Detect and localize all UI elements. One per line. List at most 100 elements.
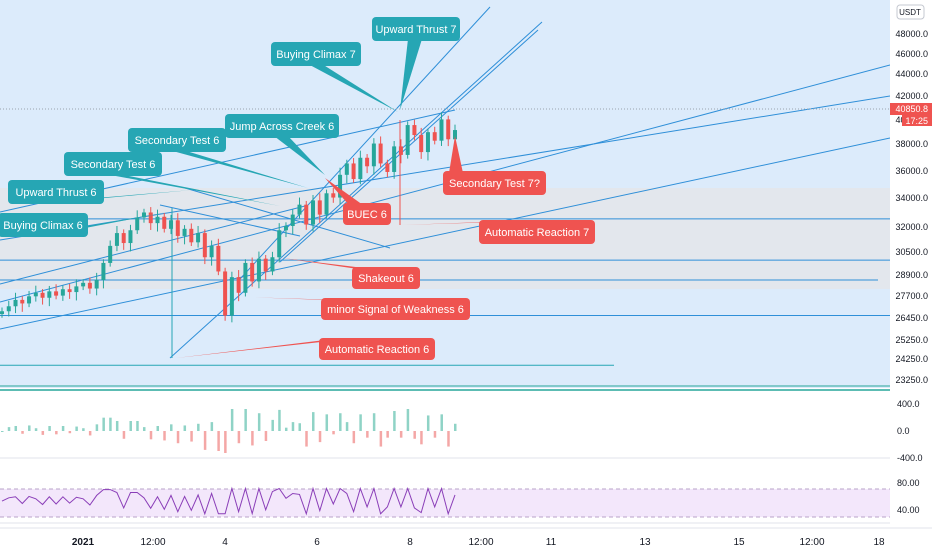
annotation-callout[interactable]: Buying Climax 7 — [271, 42, 398, 112]
callout-text: Secondary Test 6 — [135, 135, 220, 147]
annotation-callout[interactable]: Buying Climax 6 — [0, 212, 168, 237]
macd-bar — [109, 417, 112, 431]
callout-box — [225, 114, 339, 138]
macd-bar — [122, 431, 126, 439]
annotation-callout[interactable]: Automatic Reaction 7 — [402, 220, 595, 244]
macd-bar — [366, 431, 369, 438]
price-tick-label: 46000.0 — [895, 49, 928, 59]
time-tick-label: 12:00 — [140, 537, 165, 548]
candle-body — [81, 282, 86, 287]
macd-bar — [447, 431, 450, 447]
price-tick-label: 30500.0 — [895, 247, 928, 257]
candle-body — [405, 125, 410, 155]
candle-body — [87, 282, 92, 289]
macd-bar — [156, 426, 160, 431]
annotation-callout[interactable]: Secondary Test 7? — [443, 136, 546, 195]
time-tick-label: 18 — [873, 537, 885, 548]
candle-body — [277, 230, 282, 258]
callout-box — [8, 180, 104, 204]
candle-body — [378, 143, 383, 164]
time-tick-label: 11 — [546, 537, 557, 548]
candle-body — [40, 292, 45, 298]
time-tick-label: 8 — [407, 537, 413, 548]
price-tick-label: 25250.0 — [895, 335, 928, 345]
macd-bar — [217, 431, 220, 451]
candle-body — [202, 233, 207, 258]
trendline-steep-2[interactable] — [239, 6, 491, 280]
callout-box — [372, 17, 460, 41]
macd-bar — [115, 421, 119, 431]
trendline-lower-fan[interactable] — [0, 205, 306, 285]
candle-body — [439, 119, 444, 141]
macd-bar — [210, 422, 214, 431]
candle-body — [290, 214, 295, 226]
annotation-callout[interactable]: Secondary Test 6 — [128, 128, 308, 188]
last-price-tag — [890, 103, 932, 115]
callout-text: Jump Across Creek 6 — [230, 121, 335, 133]
candle-body — [236, 277, 241, 293]
macd-bar — [325, 414, 329, 431]
price-tick-label: 32000.0 — [895, 222, 928, 232]
price-axis[interactable] — [890, 0, 932, 550]
trendline-lower-channel[interactable] — [0, 137, 891, 330]
annotation-callout[interactable]: Secondary Test 6 — [64, 152, 280, 206]
candle-body — [135, 217, 140, 231]
candle-body — [27, 296, 32, 304]
time-axis-ticks[interactable]: 2021 12:00 4 6 8 12:00 11 13 15 12:00 18 — [72, 537, 885, 548]
annotation-callout[interactable]: BUEC 6 — [325, 178, 391, 225]
candle-body — [94, 279, 99, 289]
annotation-callout[interactable]: Upward Thrust 7 — [372, 17, 460, 110]
candle-body — [60, 289, 65, 296]
candle-body — [108, 245, 113, 263]
annotation-callout[interactable]: Shakeout 6 — [282, 258, 420, 289]
macd-bar — [203, 431, 207, 450]
callout-text: Automatic Reaction 7 — [485, 227, 590, 239]
trendline-cross-1[interactable] — [184, 187, 391, 249]
macd-bar — [359, 414, 362, 431]
annotation-callout[interactable]: Upward Thrust 6 — [8, 180, 192, 204]
price-tick-label: 27700.0 — [895, 291, 928, 301]
macd-bar — [28, 425, 31, 431]
candle-body — [101, 262, 106, 280]
candle-body — [338, 174, 343, 198]
callout-pointer — [243, 297, 341, 300]
callout-text: Shakeout 6 — [358, 273, 414, 285]
price-tick-label: 42000.0 — [895, 91, 928, 101]
trendline-cross-2[interactable] — [159, 204, 301, 237]
macd-bar — [230, 409, 234, 431]
callout-text: Buying Climax 7 — [276, 49, 355, 61]
macd-bar — [298, 423, 301, 431]
macd-bar — [291, 422, 295, 431]
candle-body — [256, 258, 261, 282]
annotation-callout[interactable]: Jump Across Creek 6 — [225, 114, 339, 175]
callout-box — [443, 171, 546, 195]
rsi-tick-label: 40.00 — [897, 505, 920, 515]
callout-pointer — [325, 178, 363, 205]
candle-body — [182, 228, 187, 236]
candle-body — [358, 157, 363, 180]
indicator-axis-ticks: 400.0 0.0 -400.0 80.00 40.00 — [897, 399, 923, 515]
macd-tick-label: 400.0 — [897, 399, 920, 409]
callout-box — [0, 213, 88, 237]
price-tick-label: 23250.0 — [895, 375, 928, 385]
candle-body — [175, 220, 180, 236]
callout-pointer — [308, 64, 398, 112]
macd-bar — [305, 431, 308, 447]
callout-box — [352, 267, 420, 289]
macd-bar — [440, 414, 443, 431]
candle-body — [263, 258, 268, 272]
candle-body — [13, 299, 18, 307]
candle-body — [169, 220, 174, 229]
macd-bar — [271, 419, 274, 431]
macd-bar — [142, 427, 146, 431]
callout-text: Automatic Reaction 6 — [325, 344, 430, 356]
candle-body — [223, 271, 228, 316]
annotation-callout[interactable]: Automatic Reaction 6 — [176, 338, 435, 360]
candle-body — [155, 216, 160, 224]
candle-body — [317, 200, 322, 215]
annotation-callout[interactable]: minor Signal of Weakness 6 — [243, 297, 470, 320]
trendline-mid-channel[interactable] — [0, 95, 891, 241]
currency-badge[interactable] — [896, 4, 925, 20]
time-tick-label: 6 — [314, 537, 320, 548]
